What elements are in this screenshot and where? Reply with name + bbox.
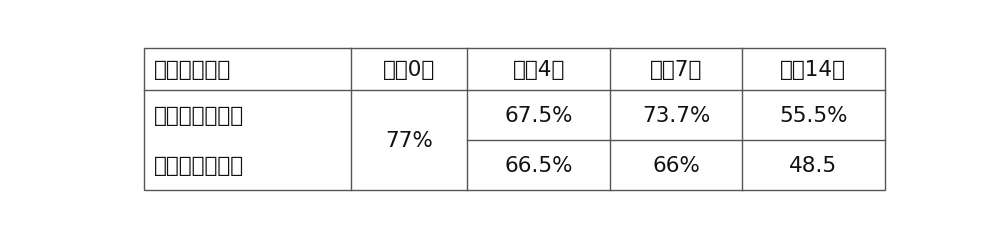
Text: 保存0天: 保存0天 bbox=[383, 60, 435, 80]
Text: 保存7天: 保存7天 bbox=[650, 60, 702, 80]
Text: 73.7%: 73.7% bbox=[642, 106, 710, 125]
Text: 66%: 66% bbox=[652, 155, 700, 175]
Text: 66.5%: 66.5% bbox=[505, 155, 573, 175]
Text: 角膜活性保存液: 角膜活性保存液 bbox=[154, 155, 244, 175]
Text: 77%: 77% bbox=[385, 130, 433, 150]
Text: 保存4天: 保存4天 bbox=[513, 60, 565, 80]
Text: 48.5: 48.5 bbox=[789, 155, 837, 175]
Text: 55.5%: 55.5% bbox=[779, 106, 847, 125]
Text: 上皮细胞活率: 上皮细胞活率 bbox=[154, 60, 231, 80]
Text: 保存14天: 保存14天 bbox=[780, 60, 846, 80]
Text: 67.5%: 67.5% bbox=[505, 106, 573, 125]
Text: 新型角膜保存液: 新型角膜保存液 bbox=[154, 106, 244, 125]
Bar bbox=[144, 49, 885, 190]
